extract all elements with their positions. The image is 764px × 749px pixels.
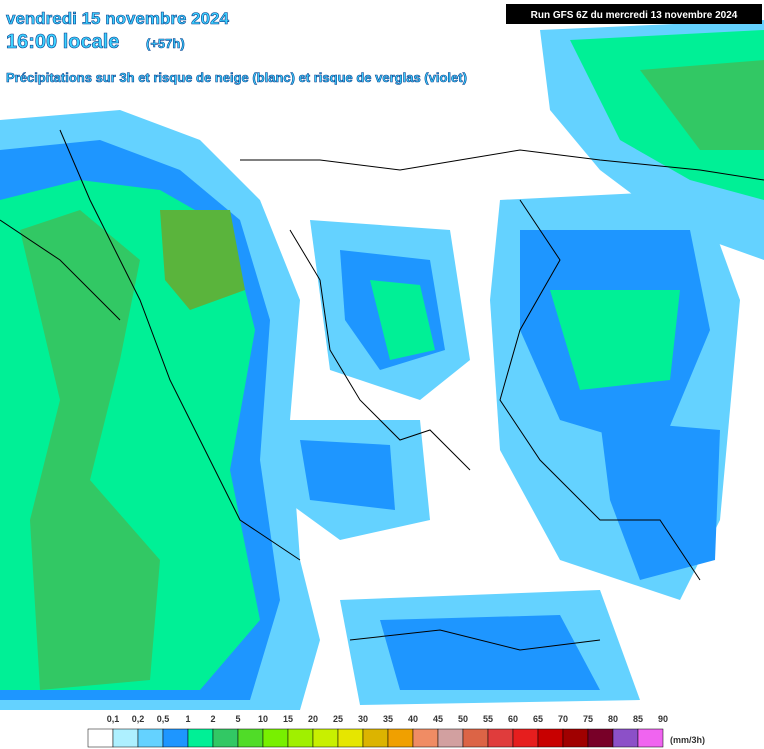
legend-swatch <box>337 728 364 748</box>
legend-label: 5 <box>235 714 240 724</box>
legend-label: 70 <box>558 714 568 724</box>
legend-label: 50 <box>458 714 468 724</box>
subtitle: Précipitations sur 3h et risque de neige… <box>6 70 467 85</box>
legend-label: 0,5 <box>157 714 170 724</box>
legend-swatch <box>312 728 339 748</box>
run-label: Run GFS 6Z du mercredi 13 novembre 2024 <box>531 10 738 21</box>
legend-label: 85 <box>633 714 643 724</box>
legend-swatch <box>512 728 539 748</box>
legend-label: 40 <box>408 714 418 724</box>
legend-label: 55 <box>483 714 493 724</box>
legend-swatch <box>462 728 489 748</box>
legend-swatch <box>437 728 464 748</box>
legend-swatch <box>187 728 214 748</box>
legend-label: 15 <box>283 714 293 724</box>
legend-label: 65 <box>533 714 543 724</box>
legend-swatch <box>387 728 414 748</box>
legend-swatch <box>612 728 639 748</box>
legend-swatch <box>112 728 139 748</box>
legend-label: 60 <box>508 714 518 724</box>
legend-label: 0,2 <box>132 714 145 724</box>
date-title: vendredi 15 novembre 2024 <box>6 9 230 28</box>
legend-swatch <box>562 728 589 748</box>
legend-swatch <box>212 728 239 748</box>
legend-swatch <box>287 728 314 748</box>
legend-swatch <box>587 728 614 748</box>
precip-field <box>0 20 764 710</box>
legend-label: 20 <box>308 714 318 724</box>
legend-label: 0,1 <box>107 714 120 724</box>
legend-swatch <box>412 728 439 748</box>
legend-label: 80 <box>608 714 618 724</box>
legend-swatch <box>537 728 564 748</box>
legend-label: 90 <box>658 714 668 724</box>
time-title: 16:00 locale <box>6 31 119 53</box>
time-offset: (+57h) <box>146 36 185 51</box>
legend-swatch <box>487 728 514 748</box>
legend-swatch <box>362 728 389 748</box>
legend-label: 45 <box>433 714 443 724</box>
legend-label: 75 <box>583 714 593 724</box>
legend-swatch <box>262 728 289 748</box>
legend-swatch <box>637 728 664 748</box>
legend-label: 30 <box>358 714 368 724</box>
legend-label: 2 <box>210 714 215 724</box>
legend-label: 10 <box>258 714 268 724</box>
legend-label: 1 <box>185 714 190 724</box>
legend-swatch <box>87 728 114 748</box>
legend-label: 25 <box>333 714 343 724</box>
run-box <box>506 4 762 24</box>
legend-swatch <box>237 728 264 748</box>
coastlines <box>0 129 764 651</box>
legend-swatch <box>162 728 189 748</box>
legend-swatch <box>137 728 164 748</box>
legend-unit: (mm/3h) <box>670 735 705 745</box>
legend: 0,1 0,2 0,5 1 2 5 10 15 20 25 30 35 40 45 50 55 60 65 70 75… <box>87 714 668 748</box>
legend-label: 35 <box>383 714 393 724</box>
